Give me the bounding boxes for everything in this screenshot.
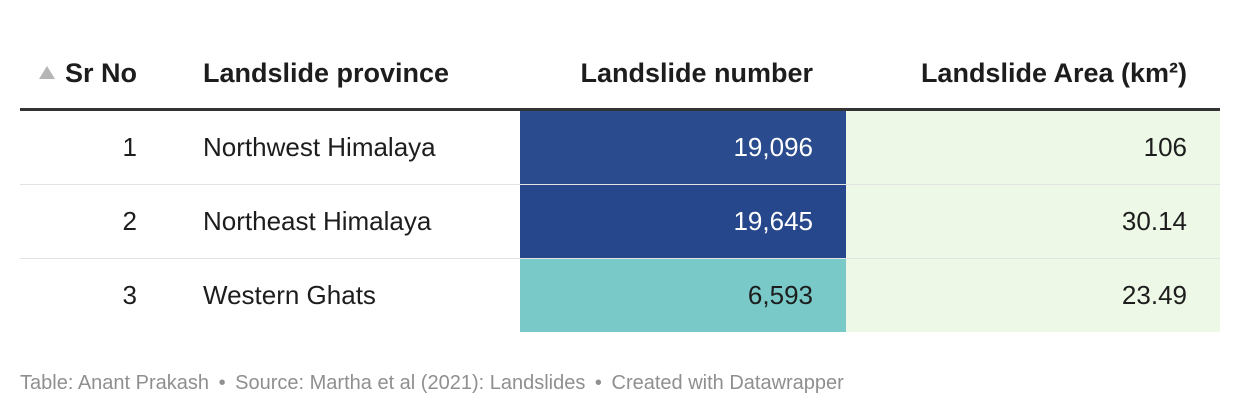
column-header-province-label: Landslide province — [203, 57, 450, 88]
cell-province: Northeast Himalaya — [180, 184, 520, 259]
sort-ascending-icon[interactable] — [38, 65, 55, 79]
table-row: 1 Northwest Himalaya 19,096 106 — [20, 109, 1220, 185]
table-header-row: Sr No Landslide province Landslide numbe… — [20, 38, 1220, 111]
cell-landslide-number: 6,593 — [520, 258, 846, 332]
footer-separator: • — [594, 372, 602, 394]
cell-sr-no: 3 — [122, 280, 137, 310]
datawrapper-credit[interactable]: Created with Datawrapper — [611, 372, 844, 394]
cell-province: Northwest Himalaya — [180, 109, 520, 185]
cell-sr-no: 2 — [20, 184, 180, 259]
table-row: 3 Western Ghats 6,593 23.49 — [20, 258, 1220, 332]
table-row: 2 Northeast Himalaya 19,645 30.14 — [20, 184, 1220, 259]
cell-landslide-number: 19,096 — [520, 109, 846, 185]
cell-landslide-number: 19,645 — [520, 184, 846, 259]
column-header-sr-no[interactable]: Sr No — [20, 38, 180, 111]
data-table-container: Sr No Landslide province Landslide numbe… — [20, 38, 1220, 332]
cell-landslide-area: 23.49 — [846, 258, 1220, 332]
footer-separator: • — [218, 372, 226, 394]
table-footer: Table: Anant Prakash • Source: Martha et… — [20, 372, 844, 395]
column-header-area-label: Landslide Area (km²) — [920, 57, 1187, 88]
cell-landslide-area: 30.14 — [846, 184, 1220, 259]
cell-province: Western Ghats — [203, 280, 376, 310]
source-credit: Source: Martha et al (2021): Landslides — [235, 372, 586, 394]
column-header-province[interactable]: Landslide province — [180, 38, 520, 111]
cell-sr-no: 1 — [20, 109, 180, 185]
column-header-sr-no-label: Sr No — [64, 57, 137, 88]
column-header-landslide-area[interactable]: Landslide Area (km²) — [846, 38, 1220, 111]
cell-landslide-area: 106 — [846, 109, 1220, 185]
landslide-table: Sr No Landslide province Landslide numbe… — [20, 38, 1220, 332]
table-credit: Table: Anant Prakash — [20, 372, 210, 394]
column-header-number-label: Landslide number — [580, 57, 813, 88]
column-header-landslide-number[interactable]: Landslide number — [520, 38, 846, 111]
